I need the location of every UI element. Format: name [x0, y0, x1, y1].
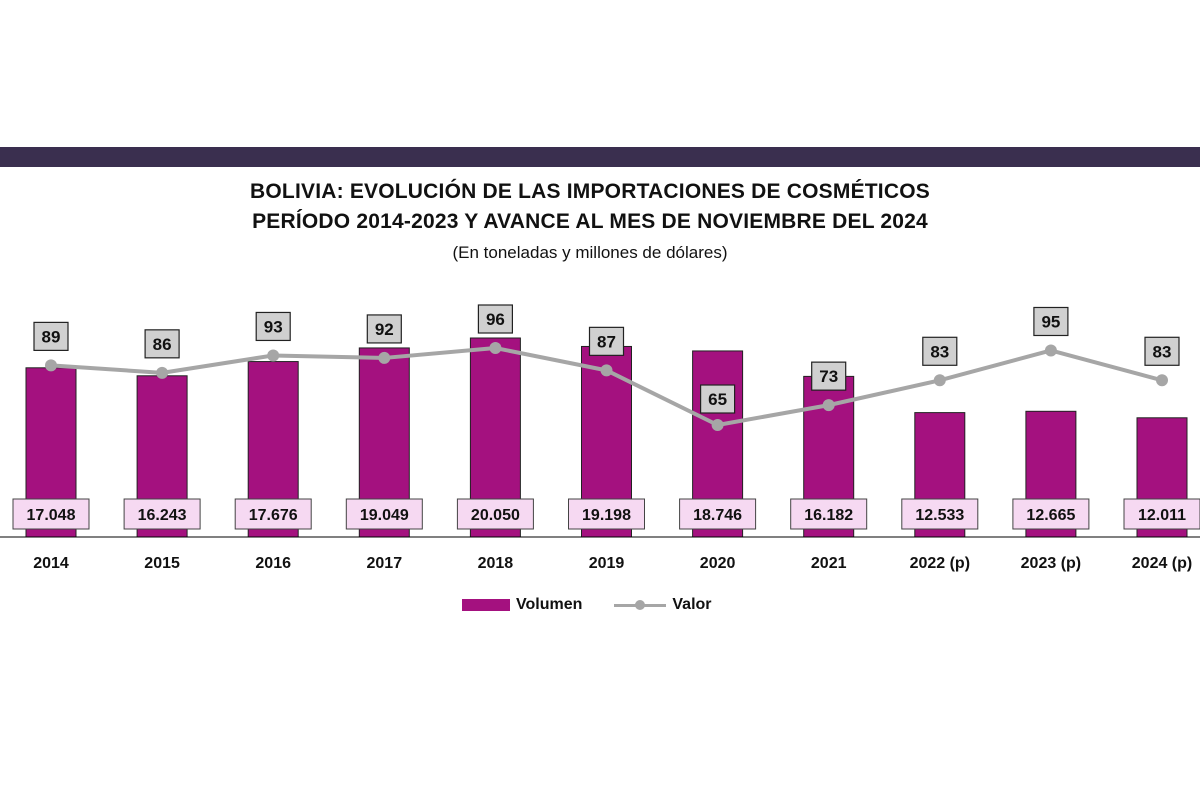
volume-label: 20.050	[456, 498, 534, 530]
x-tick-label: 2016	[255, 555, 291, 572]
value-label: 95	[1033, 306, 1069, 337]
volume-label: 12.665	[1012, 498, 1090, 530]
x-tick-label: 2015	[144, 555, 180, 572]
x-tick-label: 2019	[589, 555, 625, 572]
volume-label: 17.676	[234, 498, 312, 530]
value-label-text: 89	[42, 327, 61, 346]
volume-label-text: 16.182	[804, 507, 853, 524]
value-label-text: 95	[1041, 312, 1060, 331]
value-label: 89	[33, 321, 69, 351]
value-label: 83	[922, 336, 958, 366]
volume-label: 19.049	[345, 498, 423, 530]
x-tick-label: 2020	[700, 555, 736, 572]
volume-label: 18.746	[679, 498, 757, 530]
value-point	[933, 374, 946, 387]
value-label-text: 73	[819, 367, 838, 386]
value-label-text: 83	[930, 342, 949, 361]
volume-label-text: 12.533	[915, 507, 964, 524]
value-point	[822, 399, 835, 412]
value-label: 86	[144, 329, 180, 359]
volume-label-text: 19.049	[360, 507, 409, 524]
volume-label-text: 20.050	[471, 507, 520, 524]
value-label: 65	[699, 384, 736, 414]
legend-volume-swatch	[462, 599, 510, 611]
value-label-text: 87	[597, 332, 616, 351]
value-point	[156, 366, 169, 379]
volume-data-labels: 17.048 16.243 17.676 19.049 20.050 19.198 18.7…	[12, 498, 1200, 530]
x-tick-label: 2018	[478, 555, 514, 572]
header-band	[0, 147, 1200, 167]
legend: Volumen Valor	[462, 596, 712, 614]
value-label: 96	[477, 304, 513, 334]
x-tick-label: 2021	[811, 555, 847, 572]
value-point	[267, 349, 280, 362]
volume-label-text: 12.665	[1026, 507, 1075, 524]
value-label-text: 92	[375, 320, 394, 339]
value-data-labels: 89 86 93 92 96 87 65 73 83 95 83	[33, 304, 1180, 414]
value-label: 73	[811, 361, 847, 391]
legend-value-label: Valor	[672, 596, 712, 613]
value-label: 83	[1144, 336, 1180, 366]
volume-label-text: 18.746	[693, 507, 742, 524]
value-label: 93	[255, 311, 291, 342]
value-point	[489, 342, 502, 354]
x-tick-label: 2014	[33, 555, 69, 572]
x-tick-label: 2017	[367, 555, 403, 572]
legend-volume-label: Volumen	[516, 596, 583, 613]
volume-label: 12.011	[1123, 498, 1200, 530]
value-point	[1156, 374, 1168, 387]
volume-label-text: 19.198	[582, 507, 631, 524]
value-line	[45, 342, 1168, 431]
volume-label-text: 17.048	[27, 507, 76, 524]
value-point	[711, 419, 724, 431]
value-point	[600, 364, 613, 377]
volume-label: 16.243	[123, 498, 201, 530]
volume-label-text: 12.011	[1138, 507, 1186, 524]
value-point	[1044, 344, 1057, 357]
value-point	[378, 351, 391, 364]
value-label-text: 93	[264, 317, 283, 336]
volume-label: 16.182	[790, 498, 868, 530]
chart-title-line2: PERÍODO 2014-2023 Y AVANCE AL MES DE NOV…	[252, 210, 928, 233]
chart-title-line1: BOLIVIA: EVOLUCIÓN DE LAS IMPORTACIONES …	[250, 180, 930, 203]
value-label: 87	[588, 326, 625, 356]
x-tick-label: 2022 (p)	[910, 555, 970, 572]
x-tick-label: 2023 (p)	[1021, 555, 1081, 572]
value-label-text: 83	[1153, 342, 1172, 361]
value-label-text: 86	[153, 335, 172, 354]
value-point	[45, 359, 57, 372]
volume-label: 19.198	[568, 498, 645, 530]
value-label-text: 96	[486, 310, 505, 329]
volume-label: 17.048	[12, 498, 90, 530]
x-tick-label: 2024 (p)	[1132, 555, 1192, 572]
value-label-text: 65	[708, 390, 727, 409]
legend-value-swatch	[614, 598, 667, 612]
volume-label-text: 17.676	[249, 507, 298, 524]
x-tick-labels: 2014 2015 2016 2017 2018 2019 2020 2021 2022 (p)…	[33, 555, 1192, 572]
value-label: 92	[366, 314, 402, 344]
volume-label-text: 16.243	[138, 507, 187, 524]
chart-subtitle: (En toneladas y millones de dólares)	[452, 243, 728, 262]
volume-label: 12.533	[901, 498, 979, 530]
